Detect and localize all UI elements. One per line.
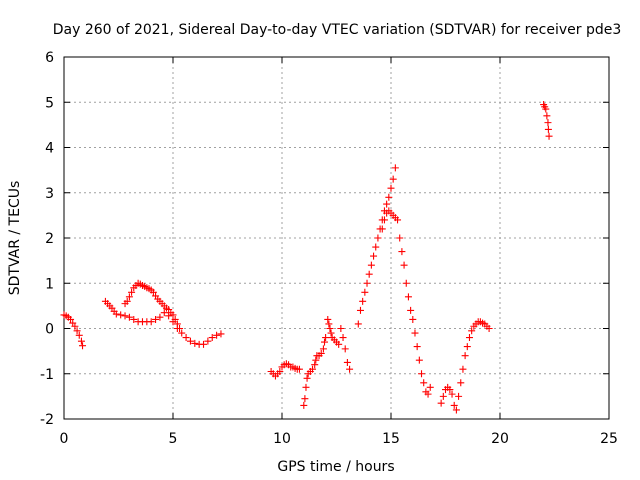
data-point — [370, 253, 377, 260]
y-axis-label: SDTVAR / TECUs — [7, 181, 23, 296]
data-point — [324, 316, 331, 323]
data-point — [117, 311, 124, 318]
x-tick-label: 15 — [382, 431, 400, 447]
y-tick-label: -2 — [40, 412, 54, 428]
data-point — [204, 338, 211, 345]
data-point — [409, 316, 416, 323]
chart-title: Day 260 of 2021, Sidereal Day-to-day VTE… — [53, 22, 622, 38]
data-point — [344, 359, 351, 366]
data-point — [200, 341, 207, 348]
data-point — [302, 384, 309, 391]
data-point — [340, 334, 347, 341]
data-point — [372, 244, 379, 251]
grid — [64, 57, 609, 419]
data-point — [414, 343, 421, 350]
data-point — [312, 357, 319, 364]
data-point — [366, 271, 373, 278]
data-point — [122, 312, 129, 319]
data-point — [359, 298, 366, 305]
data-point — [411, 330, 418, 337]
data-point — [355, 320, 362, 327]
data-point — [364, 280, 371, 287]
x-tick-label: 10 — [273, 431, 291, 447]
data-point — [466, 334, 473, 341]
data-point — [455, 393, 462, 400]
y-tick-label: 2 — [45, 231, 54, 247]
data-point — [546, 133, 553, 140]
data-point — [545, 126, 552, 133]
data-point — [457, 379, 464, 386]
data-point — [385, 194, 392, 201]
data-point — [390, 176, 397, 183]
data-point — [383, 201, 390, 208]
data-point — [459, 366, 466, 373]
data-point — [543, 112, 550, 119]
data-point — [416, 357, 423, 364]
data-point — [374, 235, 381, 242]
data-point — [326, 325, 333, 332]
data-point — [301, 395, 308, 402]
data-point — [322, 334, 329, 341]
data-point — [401, 262, 408, 269]
data-point — [79, 342, 86, 349]
data-point — [300, 402, 307, 409]
data-point — [388, 185, 395, 192]
data-point — [438, 400, 445, 407]
x-tick-label: 5 — [169, 431, 178, 447]
data-point — [368, 262, 375, 269]
data-point — [328, 330, 335, 337]
data-point — [321, 339, 328, 346]
y-tick-label: 6 — [45, 50, 54, 66]
data-point — [403, 280, 410, 287]
data-point — [407, 307, 414, 314]
data-point — [217, 330, 224, 337]
y-tick-label: -1 — [40, 367, 54, 383]
data-point — [440, 393, 447, 400]
x-axis-label: GPS time / hours — [277, 459, 394, 475]
data-point — [398, 248, 405, 255]
data-point — [464, 343, 471, 350]
data-point — [183, 334, 190, 341]
data-point — [361, 289, 368, 296]
data-point — [405, 293, 412, 300]
data-point — [392, 164, 399, 171]
data-point — [418, 370, 425, 377]
data-point — [325, 320, 332, 327]
data-point — [337, 325, 344, 332]
data-point — [544, 119, 551, 126]
data-point — [462, 352, 469, 359]
chart: Day 260 of 2021, Sidereal Day-to-day VTE… — [0, 0, 640, 480]
y-tick-label: 1 — [45, 276, 54, 292]
y-tick-label: 0 — [45, 322, 54, 338]
data-point — [357, 307, 364, 314]
data-point — [427, 384, 434, 391]
data-point — [304, 375, 311, 382]
data-point — [420, 379, 427, 386]
x-tick-label: 25 — [600, 431, 618, 447]
y-tick-label: 5 — [45, 95, 54, 111]
x-tick-label: 20 — [491, 431, 509, 447]
data-point — [346, 366, 353, 373]
y-tick-label: 4 — [45, 141, 54, 157]
x-tick-label: 0 — [60, 431, 69, 447]
axis-ticks: 0 5 10 15 20 25 -2 -1 0 1 2 3 4 5 6 — [40, 50, 618, 447]
data-point — [342, 345, 349, 352]
data-point — [396, 235, 403, 242]
y-tick-label: 3 — [45, 186, 54, 202]
